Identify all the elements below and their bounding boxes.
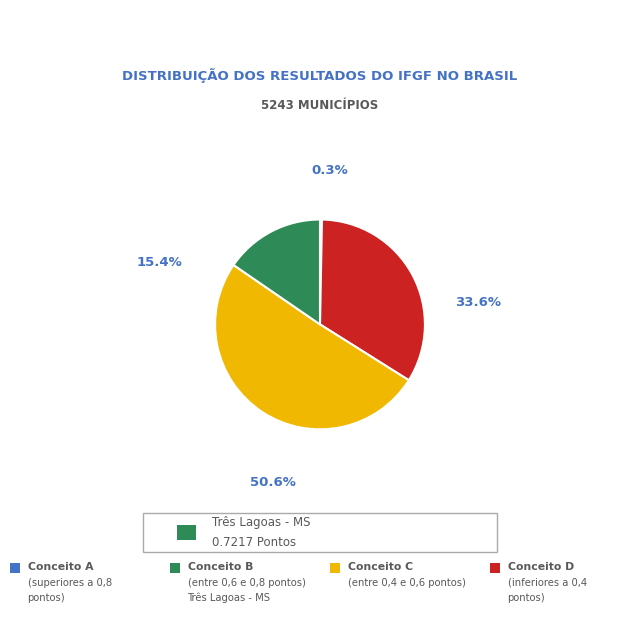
Bar (170, 563, 180, 573)
Text: PANORAMA BRASIL: PANORAMA BRASIL (8, 8, 172, 23)
Text: 5243 MUNICÍPIOS: 5243 MUNICÍPIOS (261, 99, 379, 112)
Text: 0.7217 Pontos: 0.7217 Pontos (212, 536, 296, 549)
Bar (490, 563, 500, 573)
Text: Três Lagoas - MS: Três Lagoas - MS (188, 592, 271, 603)
Text: 50.6%: 50.6% (250, 476, 296, 489)
Bar (177, 525, 196, 540)
Wedge shape (320, 220, 425, 380)
Wedge shape (320, 220, 322, 325)
Wedge shape (234, 220, 320, 325)
Text: Três Lagoas - MS: Três Lagoas - MS (212, 516, 311, 529)
Text: 15.4%: 15.4% (137, 256, 182, 269)
Text: Conceito B: Conceito B (188, 561, 253, 572)
Bar (330, 563, 340, 573)
Text: pontos): pontos) (28, 592, 65, 603)
Text: (entre 0,6 e 0,8 pontos): (entre 0,6 e 0,8 pontos) (188, 578, 305, 588)
Text: (entre 0,4 e 0,6 pontos): (entre 0,4 e 0,6 pontos) (348, 578, 465, 588)
FancyBboxPatch shape (143, 513, 497, 552)
Bar (10, 563, 20, 573)
Text: 33.6%: 33.6% (455, 296, 501, 309)
Text: pontos): pontos) (508, 592, 545, 603)
Text: (superiores a 0,8: (superiores a 0,8 (28, 578, 111, 588)
Text: (inferiores a 0,4: (inferiores a 0,4 (508, 578, 587, 588)
Text: IFGF (2013): IFGF (2013) (6, 38, 94, 51)
Text: Conceito C: Conceito C (348, 561, 413, 572)
Text: DISTRIBUIÇÃO DOS RESULTADOS DO IFGF NO BRASIL: DISTRIBUIÇÃO DOS RESULTADOS DO IFGF NO B… (122, 68, 518, 83)
Wedge shape (215, 265, 409, 429)
Text: Conceito D: Conceito D (508, 561, 574, 572)
Text: 0.3%: 0.3% (312, 163, 348, 177)
Text: Conceito A: Conceito A (28, 561, 93, 572)
